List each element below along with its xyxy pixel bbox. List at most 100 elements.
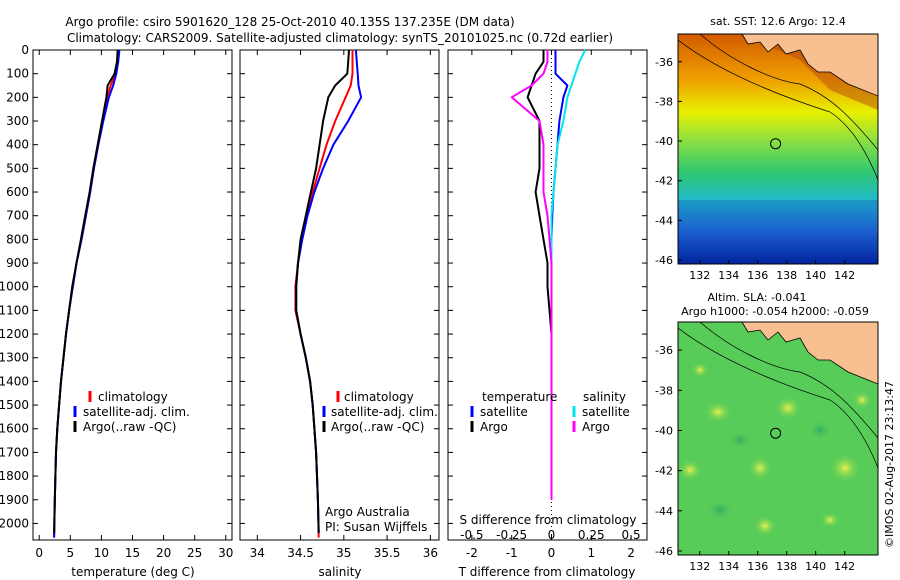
map-y-tick-label: -36 <box>655 344 673 357</box>
salinity-ticks: 34 34.5 35 35.5 36 <box>240 49 439 560</box>
map-y-tick-label: -42 <box>655 465 673 478</box>
sla-map-title: Altim. SLA: -0.041 <box>707 291 806 304</box>
y-tick-label: 400 <box>6 138 29 152</box>
salinity-legend: climatology satellite-adj. clim. Argo(..… <box>322 390 438 434</box>
x-tick-label: 36 <box>423 546 438 560</box>
series-line-p2-0 <box>294 50 354 538</box>
legend-label-salinity: salinity <box>583 390 626 404</box>
sla-blob <box>704 401 732 423</box>
map-x-tick-label: 132 <box>689 560 710 573</box>
title-line1: Argo profile: csiro 5901620_128 25-Oct-2… <box>65 15 514 29</box>
series-line-p3-2 <box>550 49 587 500</box>
y-tick-label: 1100 <box>0 303 29 317</box>
difference-ticks: -2 -1 0 1 2 <box>448 49 647 560</box>
x-tick-label: 5 <box>66 546 74 560</box>
map-y-tick-label: -36 <box>655 56 673 69</box>
x-tick-label: 10 <box>94 546 109 560</box>
map-x-tick-label: 142 <box>834 560 855 573</box>
sla-blob <box>691 362 709 378</box>
legend-label-climatology: climatology <box>344 390 414 404</box>
x-tick-label: 0 <box>548 546 556 560</box>
y-tick-label: 0 <box>21 43 29 57</box>
y-tick-label: 100 <box>6 67 29 81</box>
series-line-p1-2 <box>53 49 119 533</box>
x-tick-label: 30 <box>218 546 233 560</box>
sst-texture <box>678 200 878 264</box>
y-tick-label: 600 <box>6 185 29 199</box>
y-tick-label: 700 <box>6 209 29 223</box>
map-x-tick-label: 136 <box>747 269 768 282</box>
title-line2: Climatology: CARS2009. Satellite-adjuste… <box>67 31 613 45</box>
series-line-p3-3 <box>510 50 553 500</box>
sla-shelf-contour <box>699 322 878 439</box>
annotation-pi: PI: Susan Wijffels <box>325 520 427 534</box>
legend-label-climatology: climatology <box>98 390 168 404</box>
y-tick-label: 2000 <box>0 516 29 530</box>
map-y-tick-label: -38 <box>655 384 673 397</box>
series-line-p2-2 <box>295 49 350 533</box>
imos-watermark: ©IMOS 02-Aug-2017 23:13:47 <box>883 381 896 548</box>
legend-label-satellite: satellite-adj. clim. <box>83 405 190 419</box>
temperature-panel: 0 5 10 15 20 25 300100200300400500600700800900… <box>0 43 233 579</box>
sla-blob <box>820 512 840 528</box>
y-tick-label: 1200 <box>0 327 29 341</box>
map-x-tick-label: 140 <box>805 269 826 282</box>
sla-blob <box>852 391 872 409</box>
sst-shelf-contour <box>699 34 878 151</box>
series-line-p3-1 <box>526 50 553 500</box>
sla-blob <box>829 453 861 483</box>
map-y-tick-label: -44 <box>655 214 673 227</box>
series-line-p2-1 <box>295 49 363 533</box>
map-y-tick-label: -46 <box>655 545 673 558</box>
map-x-tick-label: 134 <box>718 269 739 282</box>
difference-x2label: S difference from climatology <box>460 513 637 527</box>
salinity-series <box>294 49 363 538</box>
map-y-tick-label: -40 <box>655 424 673 437</box>
temperature-series <box>53 49 121 538</box>
sla-blob <box>753 515 777 537</box>
sla-blob <box>748 456 772 480</box>
y-tick-label: 200 <box>6 90 29 104</box>
legend-label-argo: Argo(..raw -QC) <box>83 420 176 434</box>
map-y-tick-label: -46 <box>655 254 673 267</box>
map-y-tick-label: -38 <box>655 95 673 108</box>
map-x-tick-label: 132 <box>689 269 710 282</box>
argo-location-marker <box>770 138 782 150</box>
legend-label-sal-argo: Argo <box>582 420 610 434</box>
x-tick-label: 35.5 <box>374 546 401 560</box>
x-tick-label: 0 <box>35 546 43 560</box>
x-tick-label: 34 <box>250 546 265 560</box>
legend-label-sal-satellite: satellite <box>582 405 630 419</box>
x2-tick-label: -0.5 <box>460 528 483 542</box>
temperature-ticks: 0 5 10 15 20 25 300100200300400500600700800900… <box>0 43 233 560</box>
y-tick-label: 500 <box>6 161 29 175</box>
sla-blob-dark <box>728 430 752 450</box>
difference-x2-ticks: -0.5 -0.25 0 0.25 0.5 <box>460 528 640 542</box>
map-x-tick-label: 136 <box>747 560 768 573</box>
sla-map: 132 134 136 138 140 142 -36 -38 -40 -42 -44 -46 <box>655 321 879 573</box>
map-x-tick-label: 138 <box>776 269 797 282</box>
sst-map-ticks: 132 134 136 138 140 142 -36 -38 -40 -42 -44 -46 <box>655 56 855 282</box>
map-x-tick-label: 140 <box>805 560 826 573</box>
argo-location-marker <box>770 427 782 439</box>
sla-map-ticks: 132 134 136 138 140 142 -36 -38 -40 -42 -44 -46 <box>655 344 855 573</box>
x-tick-label: 15 <box>125 546 140 560</box>
y-tick-label: 1700 <box>0 445 29 459</box>
y-tick-label: 1600 <box>0 422 29 436</box>
map-y-tick-label: -40 <box>655 135 673 148</box>
temperature-xlabel: temperature (deg C) <box>71 565 194 579</box>
salinity-axes-box <box>239 49 440 541</box>
legend-label-temp-satellite: satellite <box>480 405 528 419</box>
sst-map: 132 134 136 138 140 142 -36 -38 -40 -42 -44 -46 <box>655 33 879 282</box>
series-line-p1-1 <box>53 49 121 538</box>
y-tick-label: 1300 <box>0 351 29 365</box>
x-tick-label: 25 <box>187 546 202 560</box>
sst-map-frame <box>677 33 879 265</box>
difference-panel: -2 -1 0 1 2 T difference from climatology S … <box>447 49 648 579</box>
map-y-tick-label: -44 <box>655 505 673 518</box>
x-tick-label: 35 <box>336 546 351 560</box>
series-line-p3-0 <box>550 50 569 500</box>
sst-map-title: sat. SST: 12.6 Argo: 12.4 <box>710 15 846 28</box>
salinity-xlabel: salinity <box>318 565 361 579</box>
